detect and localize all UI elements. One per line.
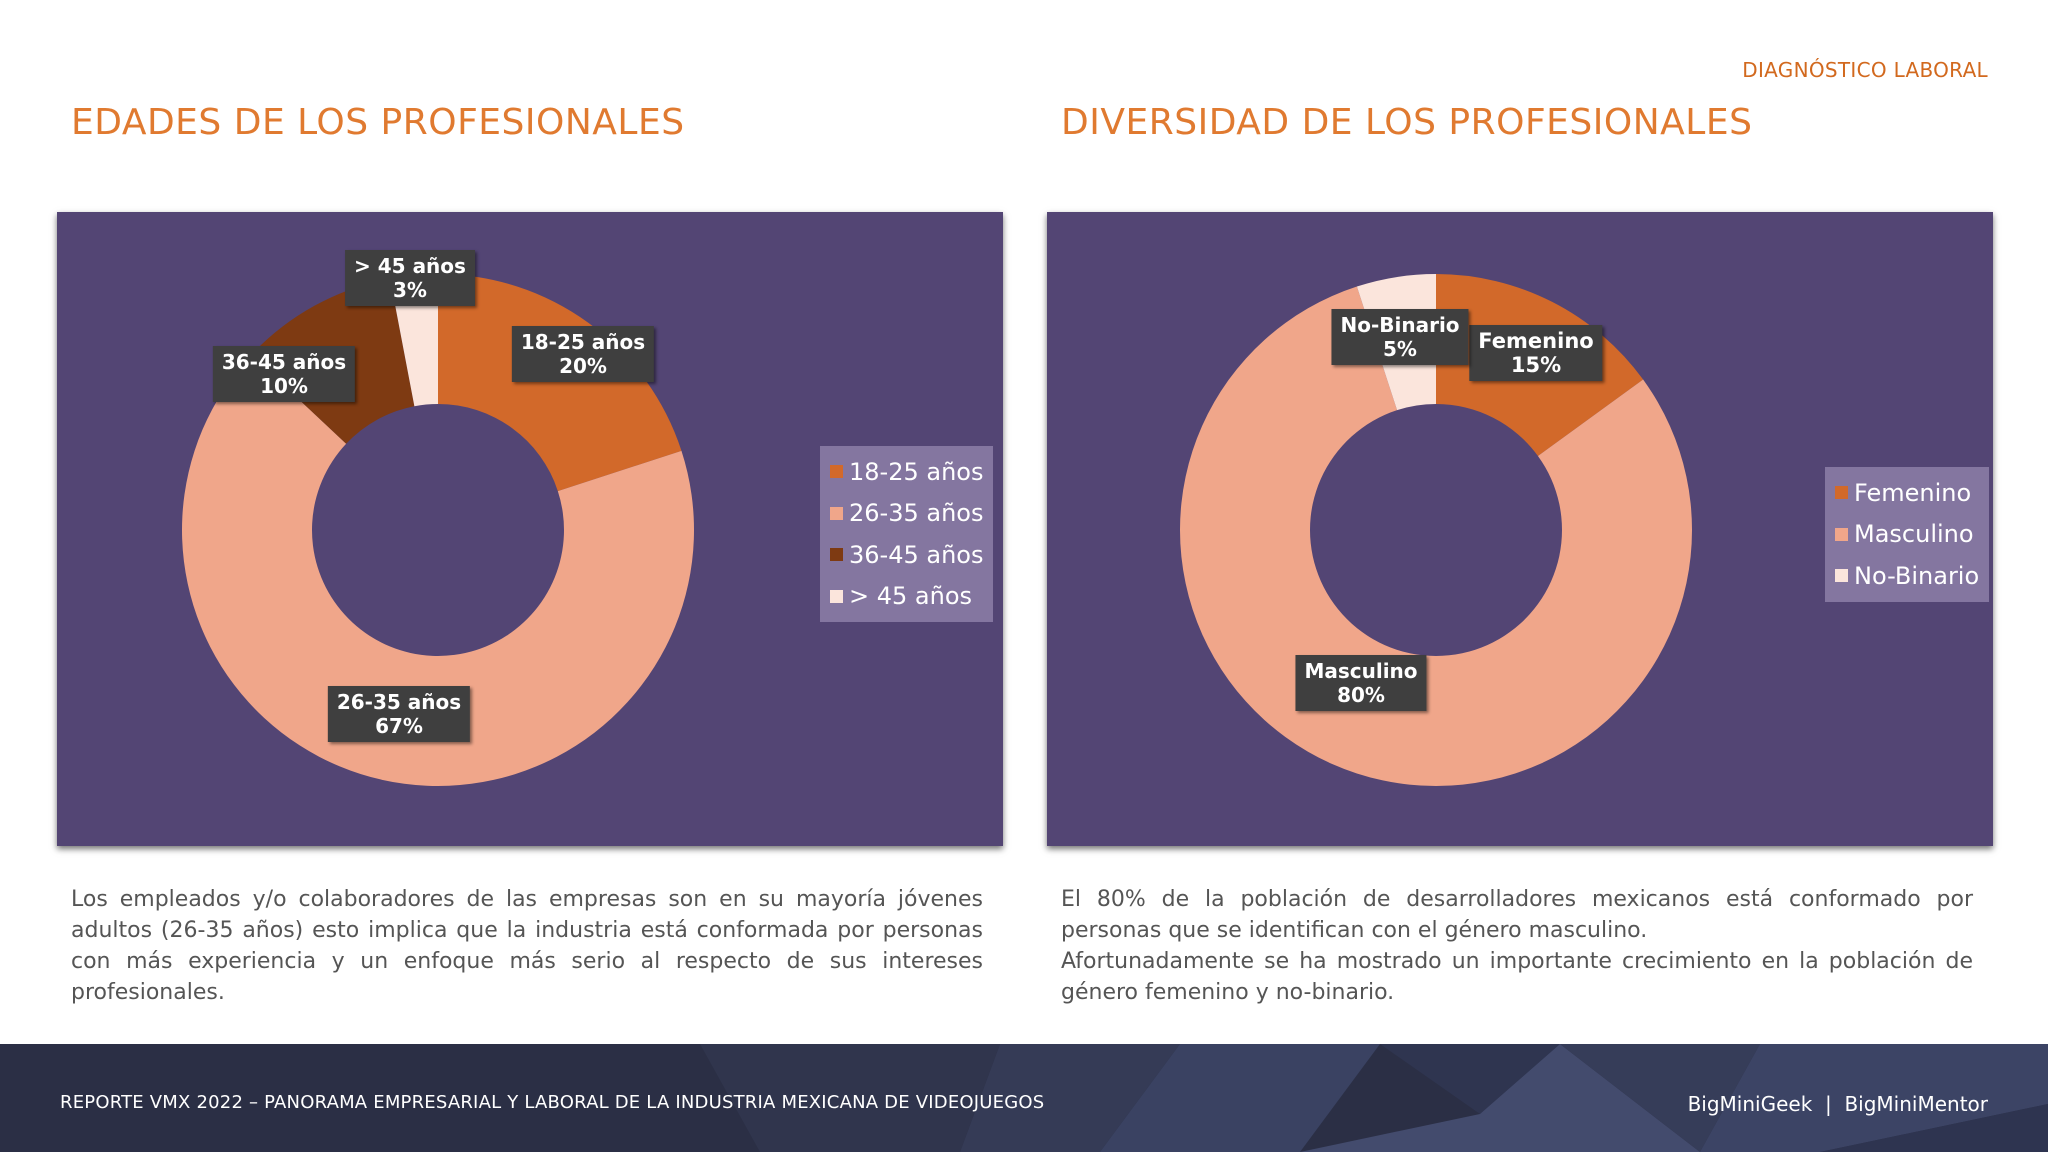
- ages-chart-title: EDADES DE LOS PROFESIONALES: [71, 102, 685, 143]
- data-label-18-25-a-os: 18-25 años 20%: [512, 326, 654, 382]
- legend-item-45-a-os: > 45 años: [830, 576, 983, 618]
- legend-swatch: [1835, 569, 1848, 582]
- data-label-category: 36-45 años: [222, 350, 346, 374]
- legend-label: 26-35 años: [849, 499, 983, 527]
- data-label-no-binario: No-Binario 5%: [1331, 309, 1468, 365]
- data-label-value: 20%: [521, 354, 645, 378]
- donut-slice-18-25-a-os: [438, 274, 681, 491]
- legend-label: Masculino: [1854, 520, 1974, 548]
- legend-swatch: [830, 465, 843, 478]
- diversity-description: El 80% de la población de desarrolladore…: [1061, 884, 1973, 1008]
- legend-item-femenino: Femenino: [1835, 472, 1979, 514]
- diversity-description-line1: El 80% de la población de desarrolladore…: [1061, 884, 1973, 946]
- data-label-value: 3%: [354, 278, 466, 302]
- footer-report-title: REPORTE VMX 2022 – PANORAMA EMPRESARIAL …: [60, 1092, 1044, 1113]
- legend-item-masculino: Masculino: [1835, 514, 1979, 556]
- diversity-legend: Femenino Masculino No-Binario: [1825, 467, 1989, 602]
- legend-swatch: [1835, 528, 1848, 541]
- legend-swatch: [830, 507, 843, 520]
- data-label-45-a-os: > 45 años 3%: [345, 250, 475, 306]
- data-label-category: 18-25 años: [521, 330, 645, 354]
- legend-label: Femenino: [1854, 479, 1971, 507]
- data-label-value: 10%: [222, 374, 346, 398]
- diversity-chart-panel: Femenino Masculino No-Binario Femenino 15% M…: [1047, 212, 1993, 846]
- ages-description: Los empleados y/o colaboradores de las e…: [71, 884, 983, 1008]
- diversity-description-line2: Afortunadamente se ha mostrado un import…: [1061, 946, 1973, 1008]
- data-label-26-35-a-os: 26-35 años 67%: [328, 686, 470, 742]
- ages-chart-panel: 18-25 años 26-35 años 36-45 años > 45 años …: [57, 212, 1003, 846]
- data-label-masculino: Masculino 80%: [1295, 655, 1426, 711]
- data-label-value: 15%: [1478, 353, 1593, 377]
- legend-label: > 45 años: [849, 582, 972, 610]
- data-label-category: Femenino: [1478, 329, 1593, 353]
- footer-brands: BigMiniGeek | BigMiniMentor: [1688, 1092, 1988, 1116]
- legend-swatch: [830, 548, 843, 561]
- legend-item-26-35-a-os: 26-35 años: [830, 493, 983, 535]
- data-label-femenino: Femenino 15%: [1469, 325, 1602, 381]
- diversity-chart-title: DIVERSIDAD DE LOS PROFESIONALES: [1061, 102, 1752, 143]
- footer: REPORTE VMX 2022 – PANORAMA EMPRESARIAL …: [0, 1044, 2048, 1152]
- data-label-value: 80%: [1304, 683, 1417, 707]
- data-label-category: 26-35 años: [337, 690, 461, 714]
- data-label-value: 5%: [1340, 337, 1459, 361]
- ages-legend: 18-25 años 26-35 años 36-45 años > 45 años: [820, 446, 993, 622]
- legend-item-no-binario: No-Binario: [1835, 555, 1979, 597]
- legend-label: 18-25 años: [849, 458, 983, 486]
- legend-label: 36-45 años: [849, 541, 983, 569]
- data-label-category: Masculino: [1304, 659, 1417, 683]
- section-tag: DIAGNÓSTICO LABORAL: [1742, 58, 1988, 82]
- data-label-category: > 45 años: [354, 254, 466, 278]
- data-label-category: No-Binario: [1340, 313, 1459, 337]
- legend-swatch: [1835, 486, 1848, 499]
- legend-label: No-Binario: [1854, 562, 1979, 590]
- legend-item-18-25-a-os: 18-25 años: [830, 451, 983, 493]
- legend-swatch: [830, 590, 843, 603]
- legend-item-36-45-a-os: 36-45 años: [830, 534, 983, 576]
- data-label-value: 67%: [337, 714, 461, 738]
- data-label-36-45-a-os: 36-45 años 10%: [213, 346, 355, 402]
